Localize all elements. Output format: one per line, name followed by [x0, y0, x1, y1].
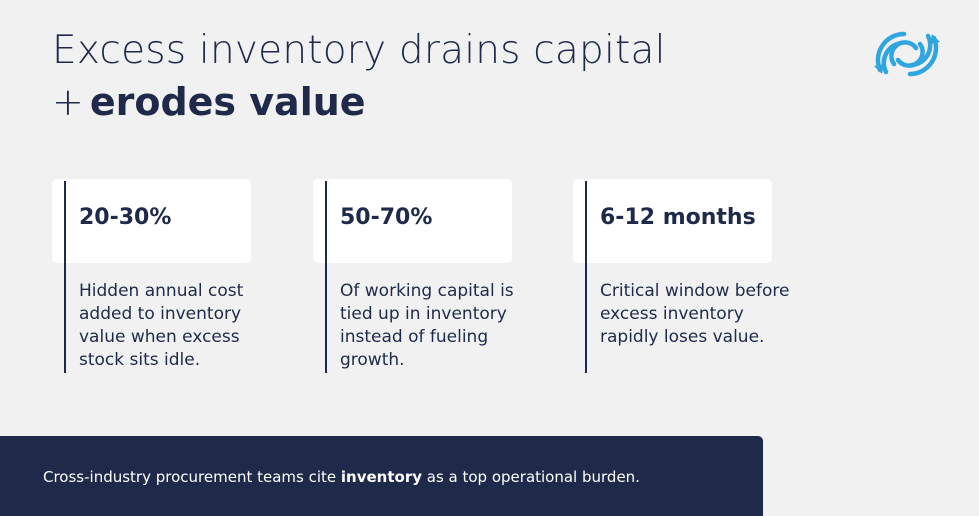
stat-description: Critical window before excess inventory … — [600, 281, 790, 347]
banner-text-bold: inventory — [340, 468, 422, 486]
stat-description: Of working capital is tied up in invento… — [340, 281, 514, 370]
stat-rule — [325, 181, 327, 373]
stat-rule — [64, 181, 66, 373]
footer-banner: Cross-industry procurement teams cite in… — [0, 436, 763, 516]
banner-text-before: Cross-industry procurement teams cite — [43, 468, 341, 486]
stat-card — [313, 179, 512, 263]
stat-rule — [585, 181, 587, 373]
stat-value: 50-70% — [340, 205, 433, 230]
stat-value: 6-12 months — [600, 205, 756, 230]
title-plus: + — [52, 80, 84, 124]
stat-block: 50-70% Of working capital is tied up in … — [313, 179, 514, 375]
stat-block: 20-30% Hidden annual cost added to inven… — [52, 179, 251, 375]
stat-block: 6-12 months Critical window before exces… — [573, 179, 789, 375]
stat-description: Hidden annual cost added to inventory va… — [79, 281, 244, 370]
banner-text: Cross-industry procurement teams cite in… — [43, 468, 640, 486]
stat-card — [573, 179, 772, 263]
banner-text-after: as a top operational burden. — [422, 468, 640, 486]
page-subtitle: + erodes value — [52, 80, 366, 124]
stat-value: 20-30% — [79, 205, 172, 230]
page-title: Excess inventory drains capital — [52, 28, 666, 73]
circular-arrows-icon — [874, 31, 940, 77]
stat-card — [52, 179, 251, 263]
title-bold: erodes value — [89, 80, 366, 124]
